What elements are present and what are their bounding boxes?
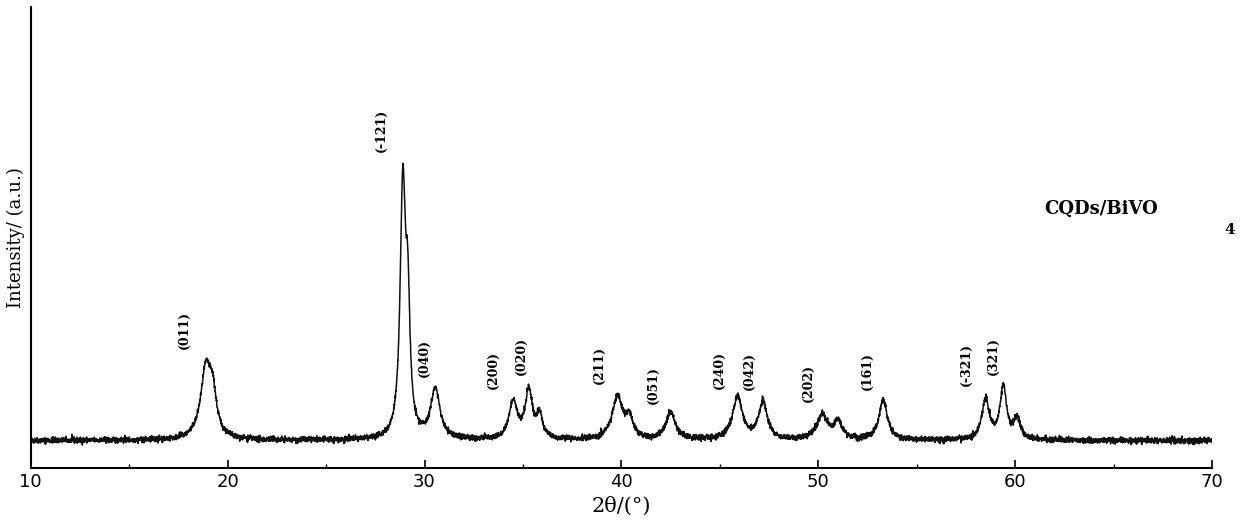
Text: (211): (211)	[593, 346, 606, 384]
Text: (020): (020)	[515, 337, 527, 376]
Text: (200): (200)	[487, 351, 500, 389]
Text: (011): (011)	[177, 311, 191, 349]
Text: (-321): (-321)	[960, 343, 972, 386]
X-axis label: 2θ/(°): 2θ/(°)	[591, 497, 651, 516]
Text: (042): (042)	[743, 351, 756, 390]
Text: 4: 4	[1225, 223, 1235, 237]
Y-axis label: Intensity/ (a.u.): Intensity/ (a.u.)	[7, 167, 25, 308]
Text: (040): (040)	[418, 339, 432, 377]
Text: (202): (202)	[802, 364, 815, 402]
Text: (161): (161)	[861, 351, 874, 390]
Text: (-121): (-121)	[374, 109, 388, 152]
Text: (240): (240)	[713, 351, 727, 389]
Text: (321): (321)	[987, 337, 999, 376]
Text: CQDs/BiVO: CQDs/BiVO	[1044, 200, 1158, 218]
Text: (051): (051)	[646, 366, 660, 404]
